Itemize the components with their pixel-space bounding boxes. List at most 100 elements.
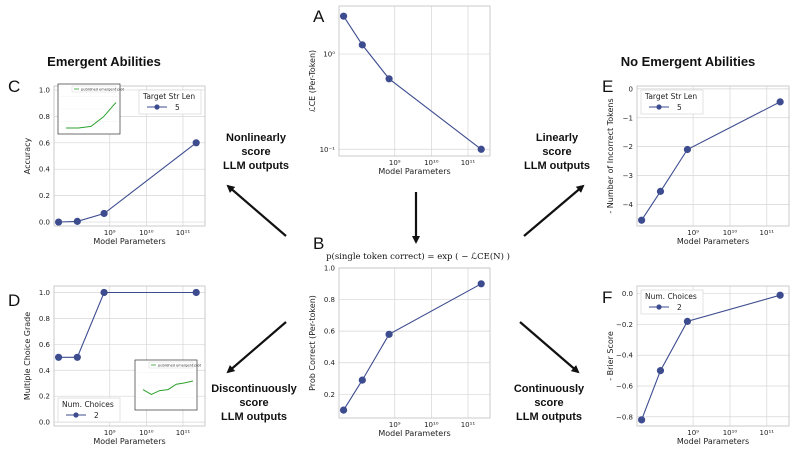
series-line — [343, 15, 482, 150]
legend-box — [138, 89, 202, 115]
caption-line: LLM outputs — [524, 160, 590, 172]
caption-line: score — [239, 397, 268, 409]
data-point — [54, 353, 63, 361]
caption-discontinuously-score: Discontinuously score LLM outputs — [211, 383, 297, 423]
legend-entry: 5 — [677, 103, 682, 112]
y-tick-label: −0.8 — [616, 413, 633, 421]
panel-f-brier-score: F 10⁹ 10¹⁰ 10¹¹ 0.0 −0.2 −0.4 −0.6 −0.8 Model Par… — [602, 285, 790, 446]
x-tick-label: 10¹⁰ — [424, 159, 439, 167]
data-point — [100, 209, 108, 218]
y-tick-label: −1 — [623, 114, 633, 122]
panel-letter: A — [313, 7, 325, 26]
x-tick-label: 10¹¹ — [760, 429, 775, 437]
y-tick-label: −0.2 — [616, 321, 633, 329]
x-axis-label: Model Parameters — [677, 237, 749, 246]
y-tick-label: 0.4 — [39, 367, 51, 375]
data-point — [192, 139, 200, 147]
data-point — [385, 75, 393, 83]
legend-box — [640, 89, 704, 115]
panel-letter: C — [8, 77, 20, 96]
x-tick-label: 10¹¹ — [176, 229, 191, 237]
x-tick-label: 10¹⁰ — [723, 229, 738, 237]
y-tick-label: 0.2 — [39, 393, 50, 401]
y-axis-label: Multiple Choice Grade — [23, 312, 32, 400]
x-tick-label: 10¹⁰ — [424, 421, 439, 429]
data-point — [683, 317, 692, 325]
inset-legend-text: published emergent plot — [158, 363, 202, 367]
plot-frame — [636, 85, 790, 227]
panel-letter: E — [602, 77, 613, 96]
data-point — [192, 288, 200, 297]
legend-title: Num. Choices — [645, 292, 697, 301]
data-point — [776, 291, 784, 299]
data-point — [656, 367, 665, 375]
legend: Num. Choices 2 — [57, 397, 121, 423]
y-tick-label: 0.0 — [39, 419, 50, 427]
series-line — [58, 291, 197, 358]
legend-marker — [73, 412, 79, 418]
x-axis-label: Model Parameters — [93, 237, 165, 246]
legend-marker — [656, 304, 662, 310]
caption-line: score — [534, 397, 563, 409]
legend-title: Target Str Len — [644, 92, 697, 101]
data-point — [358, 376, 366, 384]
legend: Target Str Len 5 — [138, 89, 202, 115]
x-tick-label: 10⁹ — [687, 229, 699, 237]
x-tick-label: 10⁹ — [687, 429, 699, 437]
caption-linearly-score: Linearly score LLM outputs — [524, 132, 590, 172]
caption-line: Nonlinearly — [226, 132, 287, 144]
x-tick-label: 10¹¹ — [760, 229, 775, 237]
caption-line: LLM outputs — [223, 160, 289, 172]
inset-series-line — [66, 102, 117, 129]
y-tick-label: 0.8 — [39, 315, 50, 323]
caption-line: score — [241, 146, 270, 158]
data-point — [358, 41, 366, 49]
panel-d-multiple-choice-grade: D 10⁹ 10¹⁰ 10¹¹ 0.0 0.2 0.4 0.6 0.8 1.0 Model Para… — [8, 285, 206, 446]
data-point — [683, 145, 692, 154]
y-tick-label: −0.6 — [616, 383, 634, 391]
inset-plot: published emergent plot — [57, 83, 125, 135]
y-tick-label: 0.4 — [39, 166, 51, 174]
legend-entry: 2 — [94, 411, 99, 420]
arrow-b-to-e — [523, 184, 585, 237]
x-tick-label: 10¹⁰ — [139, 429, 154, 437]
x-tick-label: 10⁹ — [104, 429, 116, 437]
y-tick-label: −2 — [623, 143, 633, 151]
x-tick-label: 10⁹ — [389, 421, 401, 429]
y-tick-label: 0.8 — [324, 296, 335, 304]
arrow-b-to-c — [226, 184, 287, 237]
data-point — [656, 187, 665, 195]
panel-letter: B — [313, 234, 324, 253]
x-axis-label: Model Parameters — [93, 437, 165, 446]
plot-frame — [53, 285, 206, 427]
plot-frame — [636, 285, 790, 427]
x-tick-label: 10¹⁰ — [723, 429, 738, 437]
y-tick-label: 0.8 — [39, 113, 50, 121]
arrow-b-to-f — [519, 321, 580, 374]
data-point — [73, 353, 81, 361]
caption-line: LLM outputs — [516, 411, 582, 423]
series-line — [343, 283, 482, 411]
x-axis-label: Model Parameters — [378, 429, 450, 438]
y-tick-label: 10⁻¹ — [320, 146, 336, 154]
legend-title: Target Str Len — [142, 92, 195, 101]
caption-continuously-score: Continuously score LLM outputs — [514, 383, 585, 423]
y-tick-label: 0.2 — [39, 192, 50, 200]
data-point — [73, 217, 81, 225]
y-tick-label: 0.0 — [39, 219, 50, 227]
y-tick-label: 1.0 — [39, 86, 50, 94]
x-tick-label: 10¹¹ — [461, 159, 476, 167]
caption-line: Linearly — [536, 132, 579, 144]
inset-plot: published emergent plot — [134, 359, 202, 411]
data-point — [339, 12, 348, 20]
y-tick-label: 10⁰ — [323, 51, 335, 59]
legend-title: Num. Choices — [62, 400, 114, 409]
panel-b-prob-correct: B 10⁹ 10¹⁰ 10¹¹ 0.2 0.4 0.6 0.8 1.0 Model Paramet… — [308, 234, 491, 438]
x-tick-label: 10⁹ — [104, 229, 116, 237]
data-point — [477, 145, 485, 153]
inset-series-line — [142, 380, 194, 395]
y-tick-label: 0.6 — [39, 341, 51, 349]
data-point — [638, 216, 646, 224]
legend-marker — [656, 104, 662, 110]
